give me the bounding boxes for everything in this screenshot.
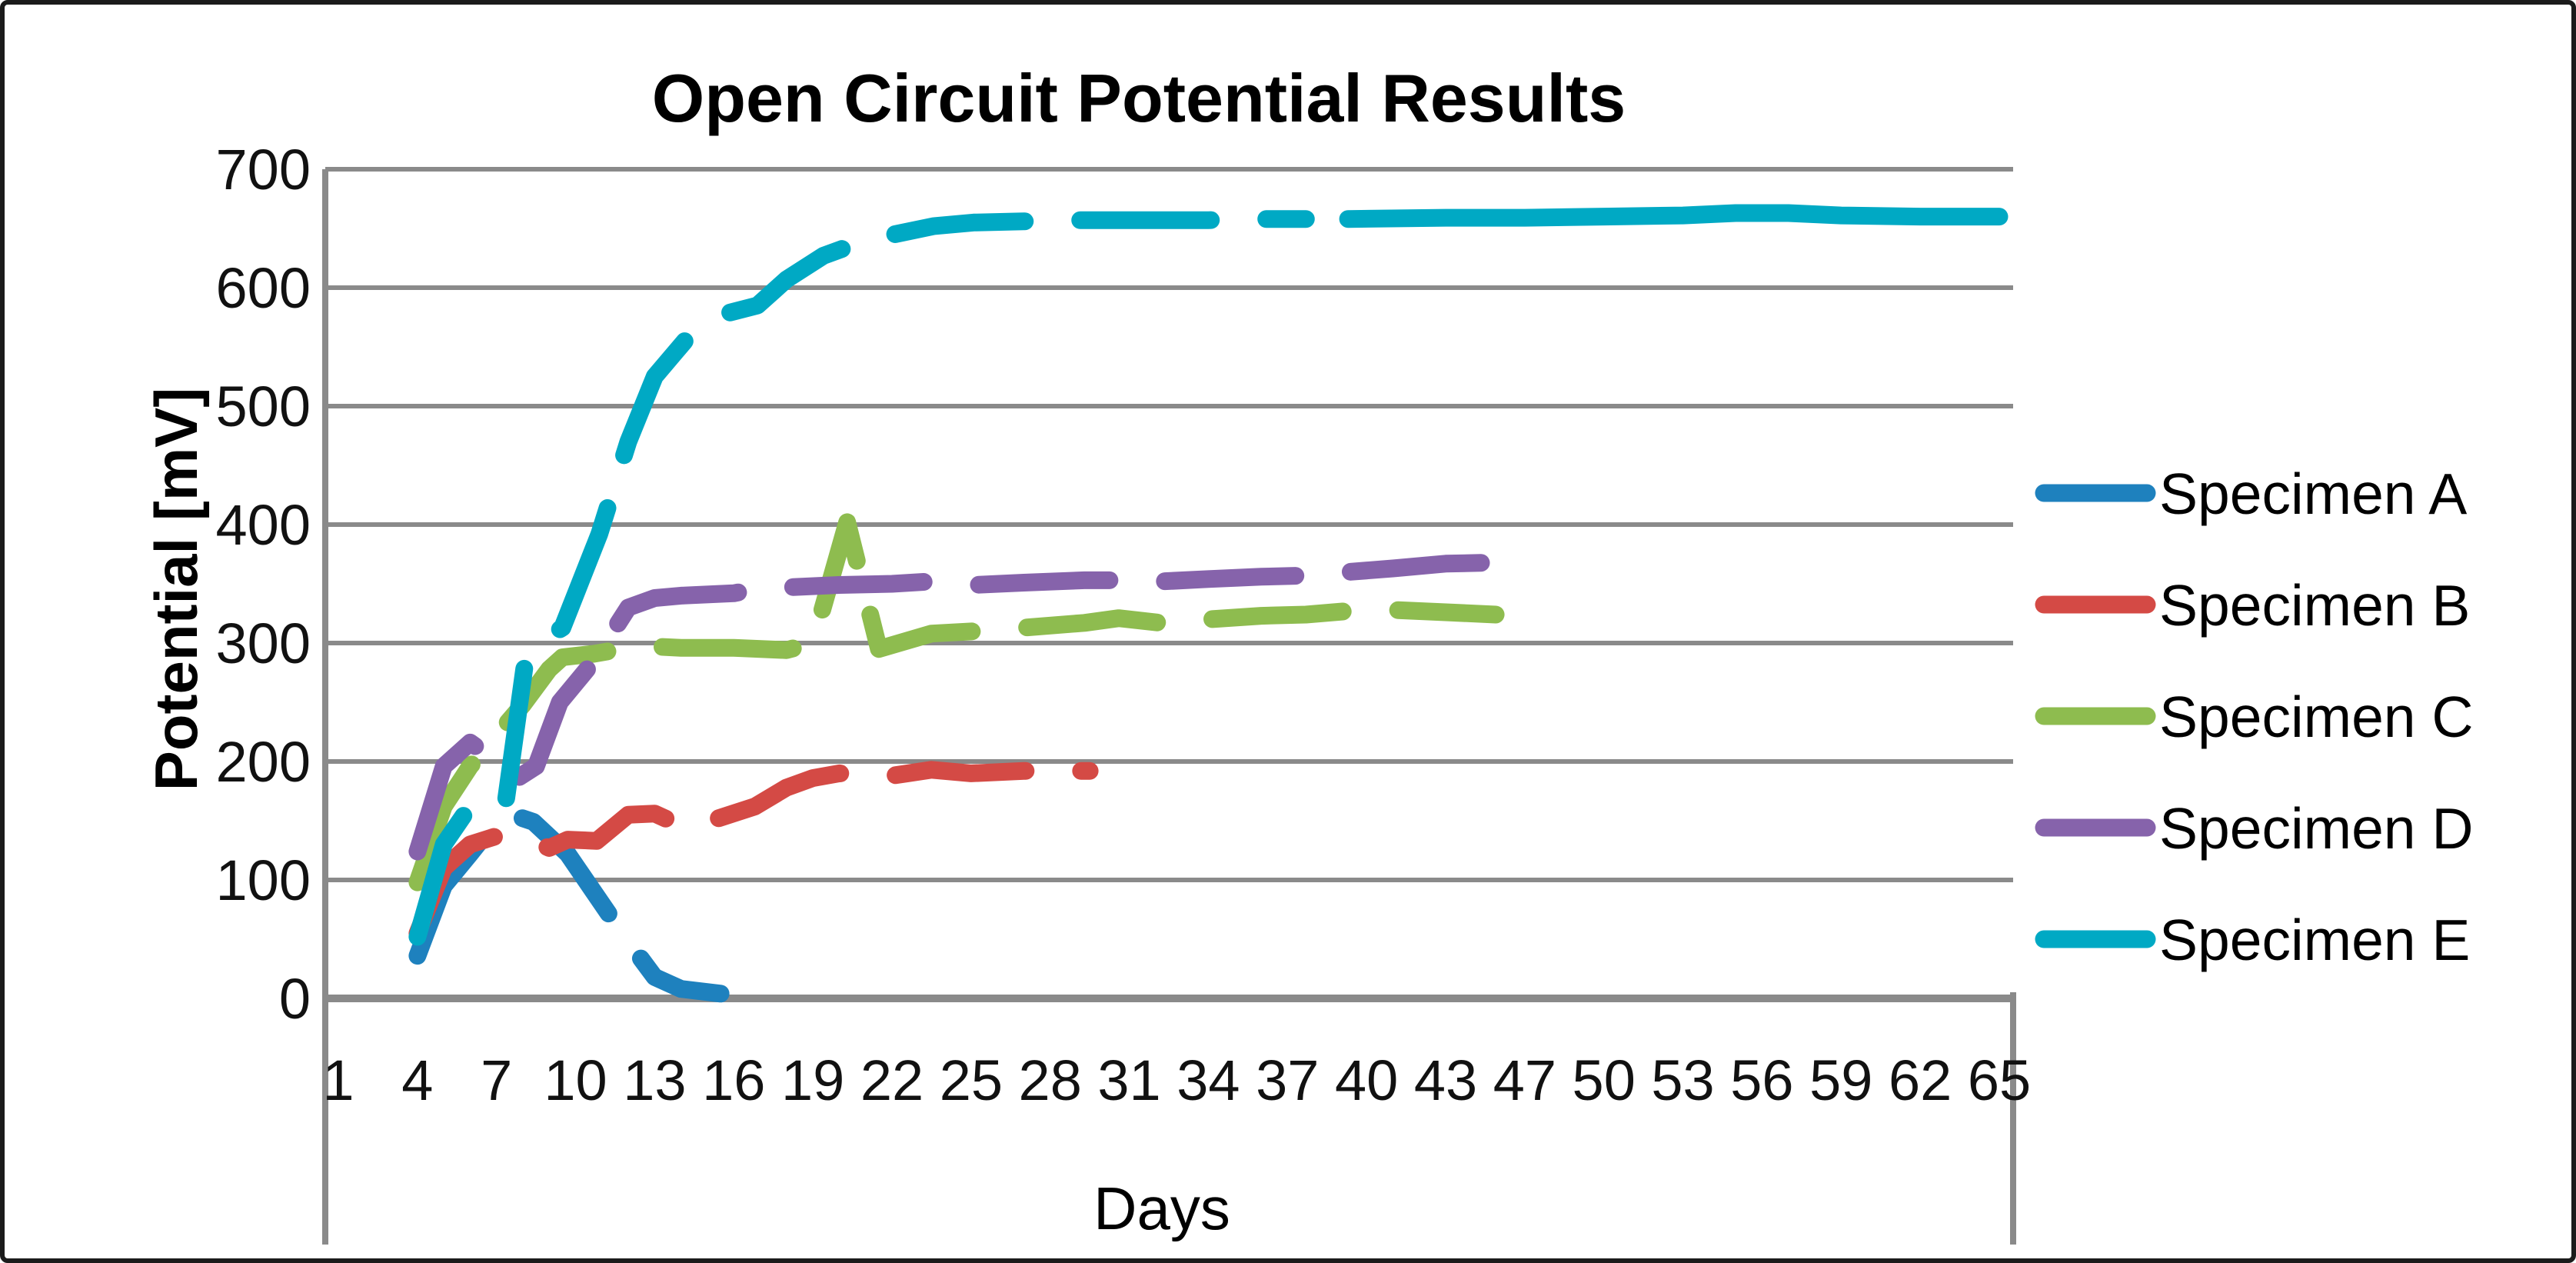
gridline-layer — [325, 167, 2013, 882]
x-tick-label: 56 — [1730, 1048, 1793, 1112]
y-tick-label: 700 — [216, 138, 311, 202]
y-tick-label: 600 — [216, 256, 311, 320]
legend-label: Specimen D — [2159, 796, 2474, 861]
y-tick-label: 0 — [279, 967, 311, 1031]
x-tick-label: 43 — [1414, 1048, 1477, 1112]
x-tick-label: 13 — [623, 1048, 686, 1112]
x-tick-label: 1 — [322, 1048, 354, 1112]
x-tick-label: 40 — [1335, 1048, 1398, 1112]
x-tick-label: 59 — [1809, 1048, 1872, 1112]
y-tick-label: 500 — [216, 375, 311, 438]
x-tick-label: 22 — [860, 1048, 924, 1112]
legend-item: Specimen A — [2035, 462, 2467, 526]
legend-label: Specimen C — [2159, 685, 2474, 749]
y-axis-title: Potential [mV] — [142, 388, 210, 791]
x-tick-label: 65 — [1968, 1048, 2031, 1112]
legend: Specimen A Specimen B Specimen C Specimen D… — [2035, 462, 2474, 972]
x-tick-label: 53 — [1651, 1048, 1714, 1112]
y-tick-label: 200 — [216, 730, 311, 794]
x-tick-label: 4 — [401, 1048, 433, 1112]
x-tick-label: 7 — [481, 1048, 512, 1112]
axis-layer — [322, 169, 2016, 1245]
x-tick-label-layer: 1 4 7 10 13 16 19 22 25 28 31 34 37 40 43 47 50 53 56 59 62 6… — [322, 1048, 2031, 1112]
x-tick-label: 28 — [1019, 1048, 1082, 1112]
y-tick-label: 100 — [216, 848, 311, 912]
legend-item: Specimen B — [2035, 573, 2470, 638]
legend-item: Specimen D — [2035, 796, 2474, 861]
x-tick-label: 37 — [1256, 1048, 1319, 1112]
x-tick-label: 31 — [1097, 1048, 1160, 1112]
x-tick-label: 62 — [1889, 1048, 1952, 1112]
legend-label: Specimen B — [2159, 573, 2470, 638]
y-tick-label: 400 — [216, 493, 311, 557]
x-tick-label: 50 — [1573, 1048, 1636, 1112]
series-line-specimen-c — [408, 513, 1505, 891]
x-tick-label: 25 — [940, 1048, 1003, 1112]
series-line-specimen-b — [408, 761, 1099, 942]
series-line-specimen-e — [1339, 204, 2009, 228]
y-tick-label-layer: 0 100 200 300 400 500 600 700 — [216, 138, 311, 1031]
x-tick-label: 10 — [544, 1048, 607, 1112]
series-line-specimen-d — [408, 553, 1505, 861]
legend-label: Specimen E — [2159, 908, 2470, 972]
series-layer — [408, 204, 2009, 1003]
legend-item: Specimen E — [2035, 908, 2470, 972]
legend-item: Specimen C — [2035, 685, 2474, 749]
x-tick-label: 16 — [702, 1048, 765, 1112]
chart-title: Open Circuit Potential Results — [652, 60, 1626, 136]
series-line-specimen-e — [408, 210, 1315, 946]
x-tick-label: 19 — [781, 1048, 844, 1112]
legend-label: Specimen A — [2159, 462, 2467, 526]
x-tick-label: 47 — [1493, 1048, 1556, 1112]
x-axis-title: Days — [1093, 1175, 1230, 1242]
y-tick-label: 300 — [216, 612, 311, 675]
x-tick-label: 34 — [1177, 1048, 1240, 1112]
